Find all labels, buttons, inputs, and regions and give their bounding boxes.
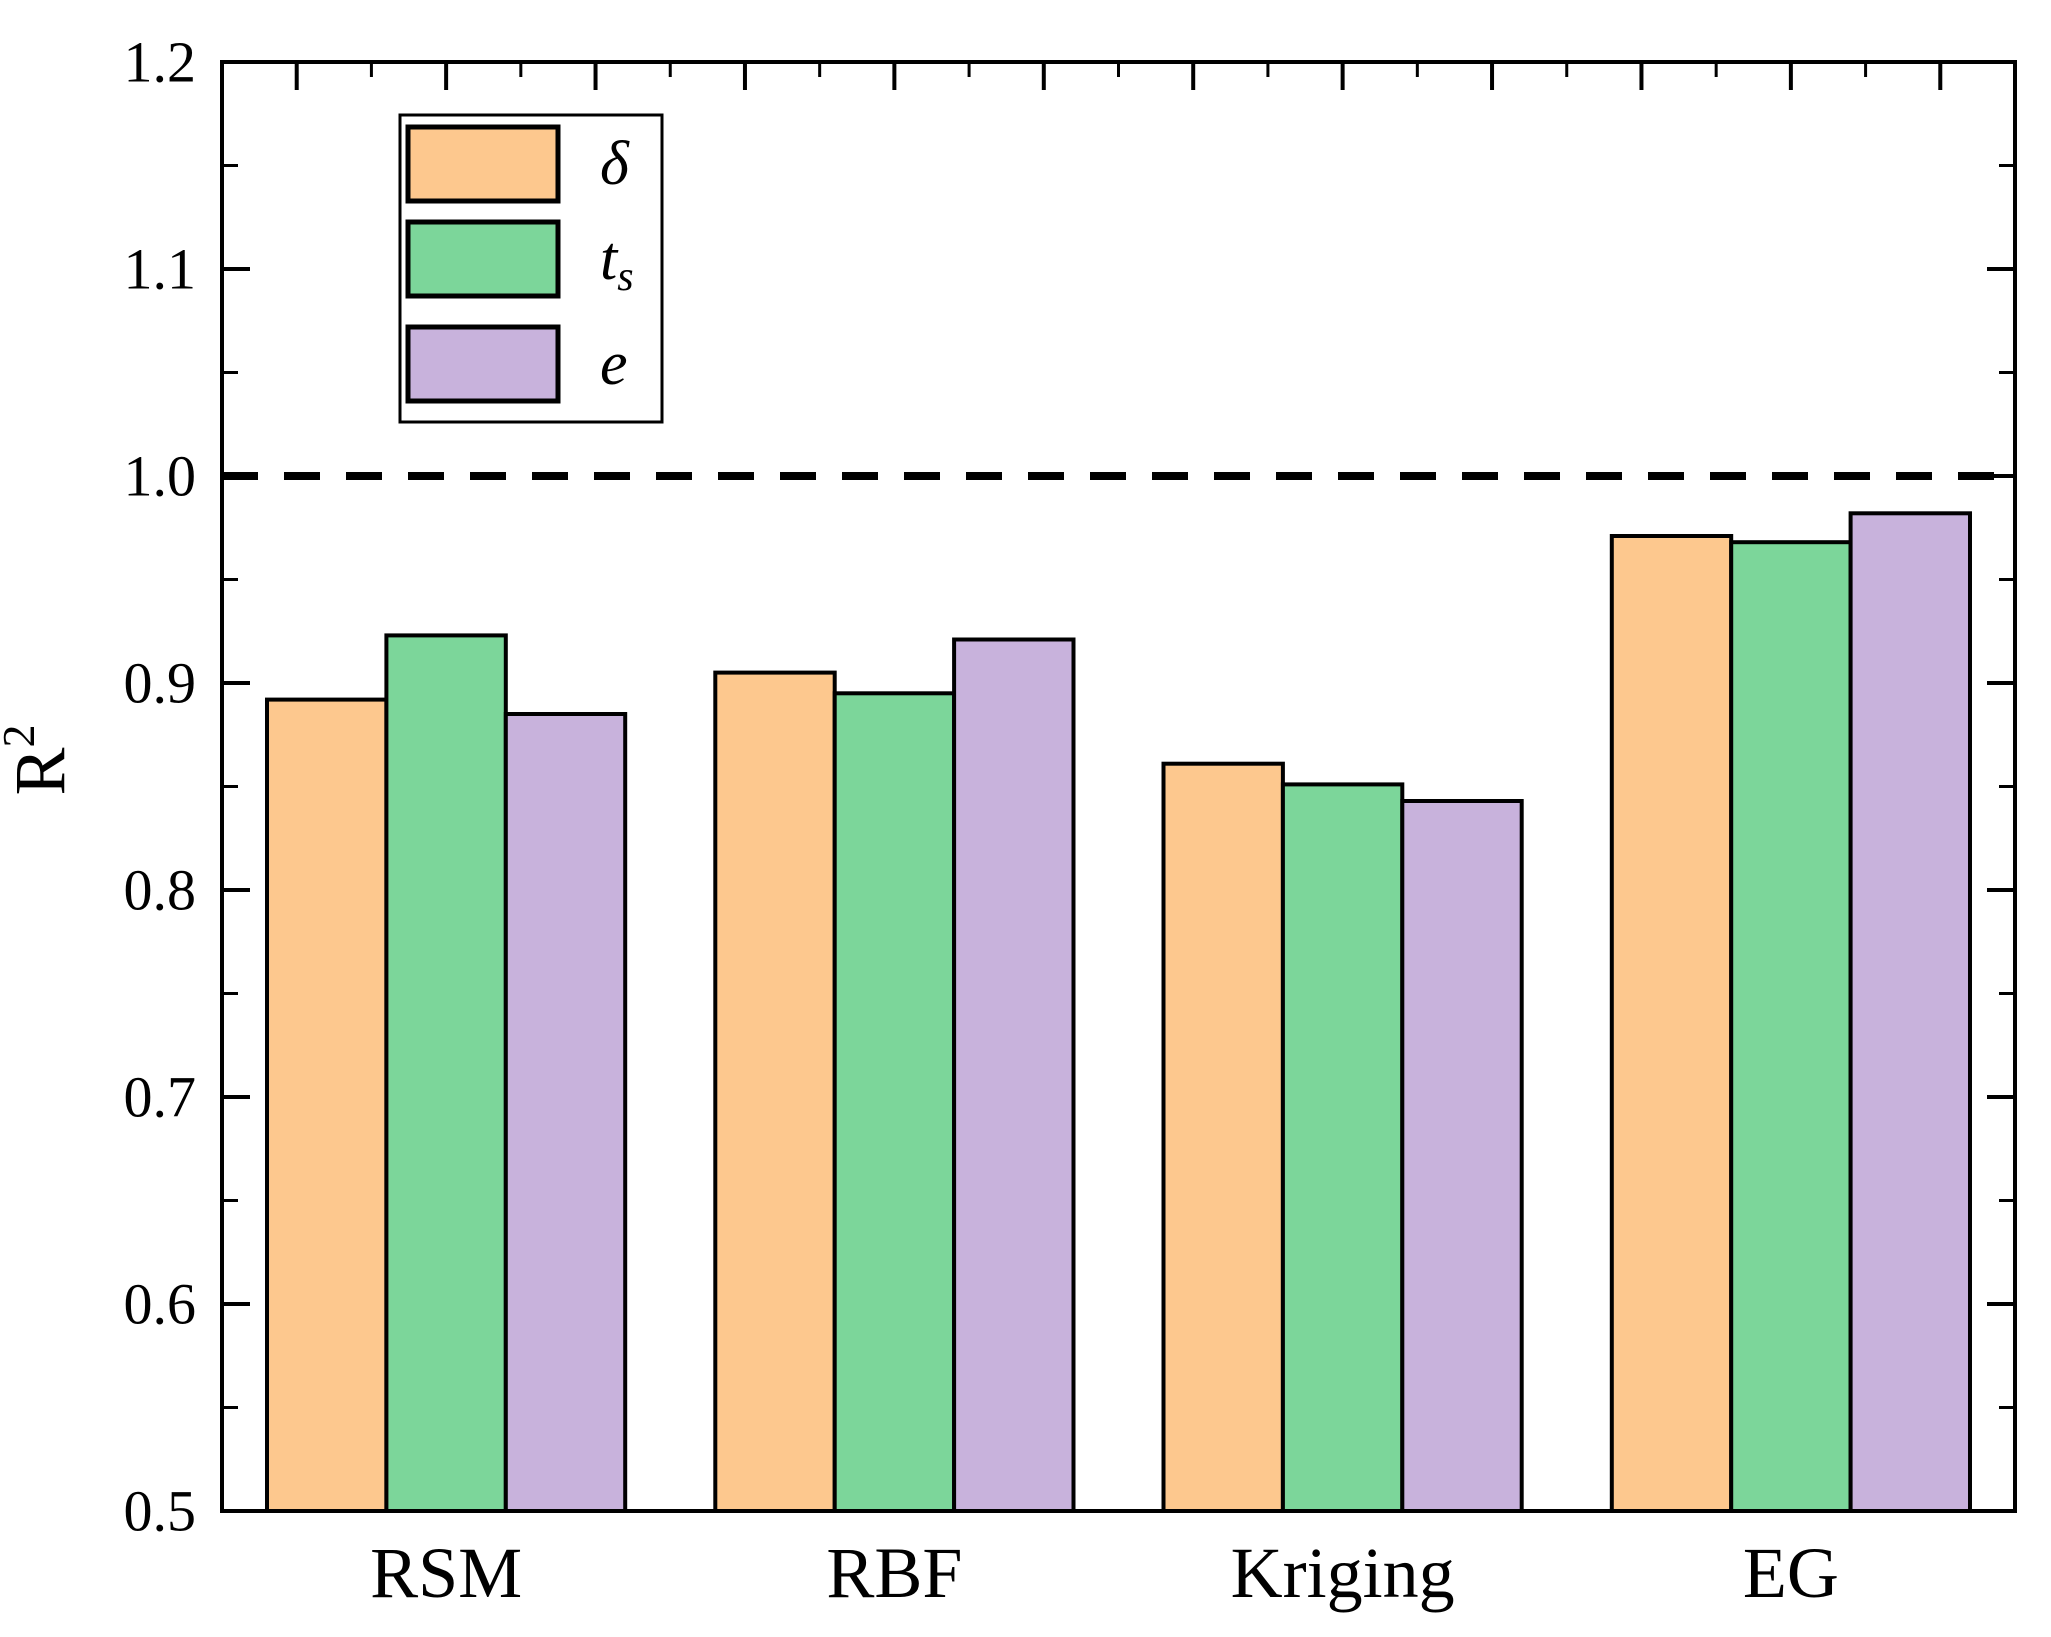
bar-kriging-delta (1161, 761, 1285, 1513)
bar-eg-delta (1609, 534, 1734, 1513)
bar-eg-t-s (1729, 540, 1853, 1513)
plot-border-group (220, 60, 2017, 1513)
bar-rbf-delta (713, 670, 837, 1513)
bar-rsm-t-s (384, 633, 508, 1513)
y-axis-title-group: R2 (0, 724, 80, 795)
y-tick-label-0.8: 0.8 (124, 858, 197, 923)
bar-rbf-t-s (832, 691, 957, 1513)
y-tick-label-1.2: 1.2 (124, 30, 197, 95)
y-tick-label-1.0: 1.0 (124, 444, 197, 509)
legend-group: δ ts e (398, 113, 664, 424)
legend-label-t-s: ts (600, 225, 634, 300)
x-category-label-rsm: RSM (370, 1533, 522, 1613)
x-category-label-rbf: RBF (826, 1533, 962, 1613)
plot-border (220, 60, 2017, 1513)
bar-rsm-delta (265, 697, 389, 1513)
axis-ticks-group (222, 60, 2015, 1513)
bar-kriging-t-s (1280, 782, 1405, 1513)
bar-rsm-e (503, 712, 628, 1513)
y-tick-label-0.7: 0.7 (124, 1065, 197, 1130)
y-tick-label-0.5: 0.5 (124, 1479, 197, 1544)
legend-swatch-e (405, 324, 561, 404)
x-category-labels-group: RSM RBF Kriging EG (370, 1533, 1839, 1613)
y-axis-label: R2 (0, 724, 80, 795)
bar-kriging-e (1400, 799, 1524, 1513)
y-tick-label-0.9: 0.9 (124, 651, 197, 716)
legend-label-e: e (600, 330, 628, 398)
bar-rbf-e (952, 637, 1076, 1513)
x-category-label-eg: EG (1743, 1533, 1839, 1613)
legend-label-delta: δ (600, 130, 630, 198)
legend-swatch-t-s (405, 219, 561, 299)
bar-eg-e (1848, 511, 1972, 1513)
y-tick-labels-group: 0.5 0.6 0.7 0.8 0.9 1.0 1.1 1.2 (124, 30, 197, 1544)
y-tick-label-1.1: 1.1 (124, 237, 197, 302)
y-tick-label-0.6: 0.6 (124, 1272, 197, 1337)
bars-group (265, 511, 1972, 1513)
legend-swatch-delta (405, 124, 561, 204)
x-category-label-kriging: Kriging (1231, 1533, 1455, 1613)
